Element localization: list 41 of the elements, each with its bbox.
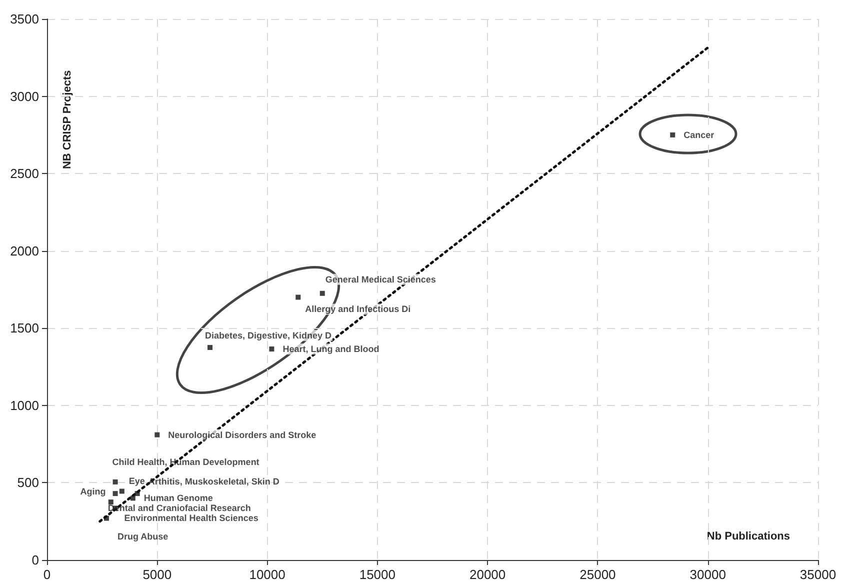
x-tick-label: 15000 [359,567,396,582]
point [130,496,136,501]
annotation: Cancer [684,130,715,140]
point [112,491,118,496]
x-tick-label: 0 [43,567,51,582]
annotation: Heart, Lung and Blood [282,344,380,354]
point [134,491,140,496]
annotation: Neurological Disorders and Stroke [168,430,316,440]
y-tick-label: 500 [17,475,39,490]
point [119,488,124,494]
point [208,344,213,350]
point [296,294,301,300]
point [104,516,109,521]
point [269,346,274,352]
x-tick-label: 5000 [142,567,172,582]
y-tick-label: 3500 [10,12,39,26]
x-axis-title: Nb Publications [706,530,790,542]
x-tick-label: 25000 [580,567,616,582]
annotation: Environmental Health Sciences [124,513,258,524]
point [112,479,118,484]
y-tick-label: 3000 [10,88,39,104]
x-tick-label: 35000 [800,567,836,582]
annotation: Aging [80,486,106,497]
annotation: Drug Abuse [117,531,168,542]
annotation: Diabetes, Digestive, Kidney D [205,330,332,340]
annotation: Allergy and Infectious Di [305,304,411,314]
x-tick-label: 10000 [249,567,286,582]
x-tick-label: 20000 [469,567,506,582]
y-tick-label: 2500 [10,166,39,182]
point [670,132,676,138]
point [154,432,160,438]
y-tick-label: 2000 [10,243,39,258]
x-tick-label: 30000 [690,567,726,582]
y-tick-label: 1500 [10,320,39,336]
point [320,290,325,296]
annotation: Eye [128,476,145,486]
annotation: General Medical Sciences [325,274,436,284]
annotation: Human Genome [144,493,213,504]
y-tick-label: 0 [32,552,39,568]
y-axis-title: NB CRISP Projects [62,70,74,170]
y-tick-label: 1000 [10,398,39,413]
